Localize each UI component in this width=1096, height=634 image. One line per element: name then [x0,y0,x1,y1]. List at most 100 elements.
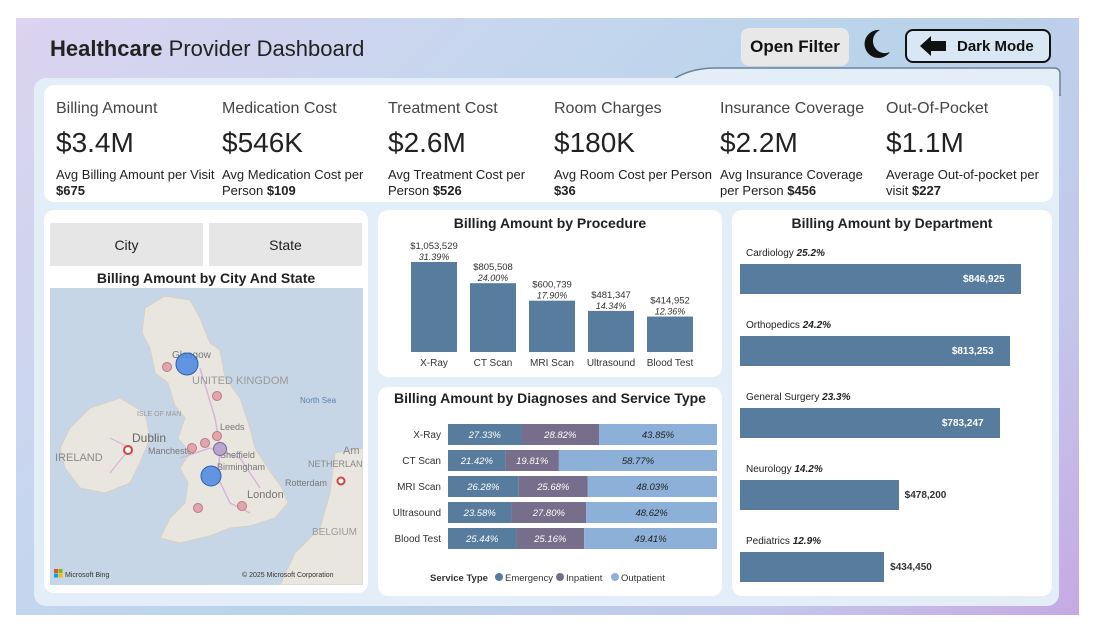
map-label-uk: UNITED KINGDOM [192,375,289,387]
kpi-subtext: Average Out-of-pocket per visit $227 [886,167,1039,198]
bubble-dublin[interactable] [123,445,133,455]
diagnoses-segment-label: 48.03% [636,482,669,493]
open-filter-button[interactable]: Open Filter [741,28,849,66]
bubble-city[interactable] [212,391,222,401]
procedure-bar[interactable] [588,310,634,352]
bubble-london[interactable] [237,501,247,511]
kpi-room-charges: Room Charges $180K Avg Room Cost per Per… [542,85,712,202]
department-bar[interactable] [740,336,1010,366]
procedure-category-label: X-Ray [420,358,448,369]
map-title: Billing Amount by City And State [96,270,316,286]
city-slicer[interactable]: City [50,223,203,266]
bubble-city[interactable] [212,431,222,441]
diagnoses-segment-label: 25.16% [533,534,567,545]
department-value-label: $434,450 [890,562,932,573]
bubble-city[interactable] [200,438,210,448]
diagnoses-segment-label: 49.41% [634,534,667,545]
department-bar[interactable] [740,408,1000,438]
diagnoses-bar-segment-outpatient[interactable] [587,476,717,497]
diagnoses-bar-segment-inpatient[interactable] [521,424,600,445]
kpi-insurance-coverage: Insurance Coverage $2.2M Avg Insurance C… [708,85,874,202]
legend-marker-outpatient[interactable] [611,573,619,581]
diagnoses-bar-segment-outpatient[interactable] [584,528,717,549]
diagnoses-chart-card: Billing Amount by Diagnoses and Service … [378,387,722,596]
kpi-value: $2.2M [720,127,798,158]
diagnoses-segment-label: 19.81% [516,456,549,467]
department-value-label: $813,253 [951,346,994,357]
kpi-subtext: Avg Billing Amount per Visit $675 [56,167,215,198]
kpi-value: $1.1M [886,127,964,158]
bubble-glasgow[interactable] [175,352,199,376]
kpi-card: Billing Amount $3.4M Avg Billing Amount … [44,85,1053,202]
diagnoses-segment-label: 26.28% [466,482,500,493]
diagnoses-bar-segment-emergency[interactable] [448,528,517,549]
bubble-city[interactable] [162,362,172,372]
diagnoses-category-label: CT Scan [402,456,441,467]
diagnoses-bar-segment-inpatient[interactable] [516,528,585,549]
bubble-city[interactable] [187,443,197,453]
legend-label-emergency[interactable]: Emergency [505,573,553,584]
map-label-leeds: Leeds [220,422,245,432]
kpi-out-of-pocket: Out-Of-Pocket $1.1M Average Out-of-pocke… [874,85,1040,202]
diagnoses-bar-segment-emergency[interactable] [448,424,522,445]
uk-map[interactable]: Glasgow UNITED KINGDOM North Sea ISLE OF… [50,288,363,585]
diagnoses-bar-segment-outpatient[interactable] [558,450,717,471]
legend-marker-emergency[interactable] [495,573,503,581]
bubble-city[interactable] [193,503,203,513]
kpi-value: $546K [222,127,303,158]
diagnoses-bar-segment-emergency[interactable] [448,476,519,497]
road [199,367,251,514]
procedure-pct-label: 14.34% [596,301,627,311]
kpi-label: Billing Amount [56,100,158,117]
diagnoses-segment-label: 25.44% [465,534,499,545]
procedure-value-label: $1,053,529 [410,241,458,252]
procedure-value-label: $414,952 [650,296,690,307]
legend-label-inpatient[interactable]: Inpatient [566,573,603,584]
department-label: Neurology 14.2% [746,464,823,475]
map-label-london: London [247,489,284,501]
kpi-billing-amount: Billing Amount $3.4M Avg Billing Amount … [44,85,215,202]
diagnoses-bar-segment-emergency[interactable] [448,450,506,471]
map-label-ireland: IRELAND [55,452,103,464]
department-value-label: $783,247 [941,418,984,429]
diagnoses-bar-segment-emergency[interactable] [448,502,512,523]
procedure-category-label: Ultrasound [587,358,635,369]
procedure-bar[interactable] [529,300,575,352]
diagnoses-bar-segment-inpatient[interactable] [505,450,559,471]
kpi-subtext: Avg Treatment Cost per Person $526 [388,167,526,198]
state-slicer[interactable]: State [209,223,362,266]
department-bar[interactable] [740,552,885,582]
dark-mode-button[interactable]: Dark Mode [905,29,1051,63]
diagnoses-bar-segment-outpatient[interactable] [599,424,717,445]
page-title: Healthcare Provider Dashboard [50,36,365,61]
map-label-isle-of-man: ISLE OF MAN [137,411,181,418]
procedure-value-label: $805,508 [473,262,513,273]
map-label-north-sea: North Sea [300,396,337,405]
procedure-bar[interactable] [647,316,693,352]
department-bar[interactable] [740,264,1021,294]
legend-label-outpatient[interactable]: Outpatient [621,573,665,584]
diagnoses-segment-label: 48.62% [635,508,668,519]
bubble-rotterdam[interactable] [336,476,346,486]
bubble-sheffield[interactable] [213,442,227,456]
department-chart-title: Billing Amount by Department [791,215,993,231]
procedure-bar[interactable] [470,283,516,352]
diagnoses-segment-label: 43.85% [642,430,675,441]
legend-title: Service Type [430,573,488,584]
moon-icon[interactable] [858,26,894,62]
kpi-value: $3.4M [56,127,134,158]
kpi-label: Medication Cost [222,100,337,117]
procedure-bar[interactable] [411,262,457,352]
diagnoses-bar-segment-inpatient[interactable] [518,476,588,497]
diagnoses-bar-segment-inpatient[interactable] [511,502,587,523]
department-bar[interactable] [740,480,899,510]
department-value-label: $846,925 [963,274,1005,285]
ms-logo-red [54,569,58,573]
ms-logo-green [58,569,63,573]
diagnoses-bar-segment-outpatient[interactable] [586,502,717,523]
dashboard-canvas: Healthcare Provider Dashboard Open Filte… [16,18,1079,615]
legend-marker-inpatient[interactable] [556,573,564,581]
bubble-birmingham[interactable] [200,465,222,487]
kpi-subtext: Avg Room Cost per Person $36 [554,167,712,198]
